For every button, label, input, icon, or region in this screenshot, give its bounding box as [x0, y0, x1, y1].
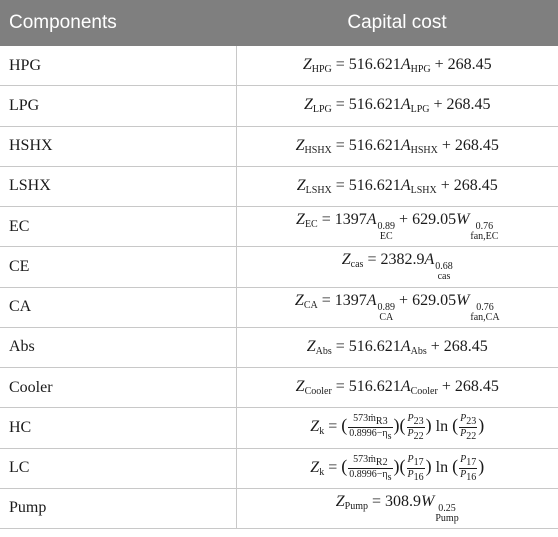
table-row: HC Zk = (573ṁR3 0.8996−ηs)(P23 P22) ln (P2…	[0, 407, 558, 449]
cost-formula: ZLPG = 516.621ALPG + 268.45	[235, 85, 558, 127]
component-name: EC	[0, 206, 236, 248]
component-name: LSHX	[0, 166, 236, 208]
table-header-row: Components Capital cost	[0, 0, 558, 46]
component-name: HPG	[0, 46, 236, 87]
table-row: LC Zk = (573ṁR2 0.8996−ηs)(P17 P16) ln (P1…	[0, 448, 558, 489]
component-name: HSHX	[0, 126, 236, 167]
table-row: HPG ZHPG = 516.621AHPG + 268.45	[0, 46, 558, 87]
cost-formula: ZAbs = 516.621AAbs + 268.45	[235, 327, 558, 369]
table-row: LPG ZLPG = 516.621ALPG + 268.45	[0, 85, 558, 127]
cost-formula: ZHPG = 516.621AHPG + 268.45	[235, 46, 558, 87]
component-name: HC	[0, 407, 236, 449]
component-name: LPG	[0, 85, 236, 127]
cost-formula: ZCA = 1397A 0.89 CA + 629.05W 0.76 fan,CA	[235, 287, 558, 328]
table-row: CE Zcas = 2382.9A 0.68 cas	[0, 246, 558, 288]
component-name: Abs	[0, 327, 236, 369]
cost-formula: Zcas = 2382.9A 0.68 cas	[235, 246, 558, 288]
table-row: CA ZCA = 1397A 0.89 CA + 629.05W 0.76 fan,CA	[0, 287, 558, 328]
component-name: CE	[0, 246, 236, 288]
cost-formula: Zk = (573ṁR3 0.8996−ηs)(P23 P22) ln (P23 P2…	[235, 407, 558, 449]
table-row: Abs ZAbs = 516.621AAbs + 268.45	[0, 327, 558, 369]
table-row: Pump ZPump = 308.9W 0.25 Pump	[0, 488, 558, 530]
table-row: Cooler ZCooler = 516.621ACooler + 268.45	[0, 367, 558, 409]
table-row: EC ZEC = 1397A 0.89 EC + 629.05W 0.76 fan,EC	[0, 206, 558, 248]
cost-formula: ZCooler = 516.621ACooler + 268.45	[235, 367, 558, 409]
cost-formula: ZPump = 308.9W 0.25 Pump	[235, 488, 558, 530]
component-name: Cooler	[0, 367, 236, 409]
cost-formula: ZEC = 1397A 0.89 EC + 629.05W 0.76 fan,EC	[235, 206, 558, 248]
cost-formula: Zk = (573ṁR2 0.8996−ηs)(P17 P16) ln (P17 P1…	[235, 448, 558, 489]
header-capital-cost: Capital cost	[236, 0, 558, 46]
table-row: LSHX ZLSHX = 516.621ALSHX + 268.45	[0, 166, 558, 208]
cost-formula: ZHSHX = 516.621AHSHX + 268.45	[235, 126, 558, 167]
component-name: LC	[0, 448, 236, 489]
header-components: Components	[0, 0, 236, 46]
component-name: Pump	[0, 488, 236, 530]
component-name: CA	[0, 287, 236, 328]
table-row: HSHX ZHSHX = 516.621AHSHX + 268.45	[0, 126, 558, 167]
cost-formula: ZLSHX = 516.621ALSHX + 268.45	[235, 166, 558, 208]
